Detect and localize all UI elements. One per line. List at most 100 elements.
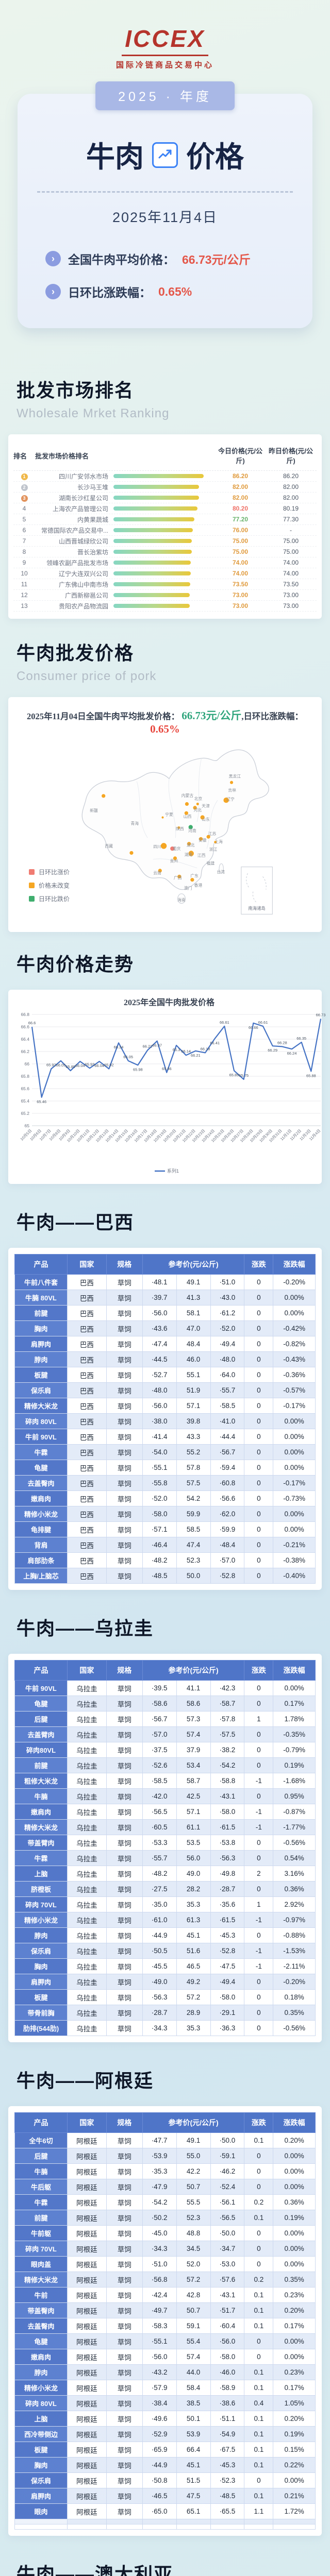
product-cell: 牛前 (14, 2287, 68, 2303)
today-price: 74.00 (232, 570, 249, 577)
svg-text:66.04: 66.04 (94, 1063, 104, 1068)
product-cell: 牛腩 (14, 1788, 68, 1804)
value-cell: 草饲 (106, 2272, 143, 2287)
product-cell: 后腱 (14, 1711, 68, 1727)
value-cell: 乌拉圭 (67, 1835, 107, 1851)
table-row: 肩胛肉 阿根廷 草饲 ·46.5 47.5·48.5 0.1 0.21% (14, 2488, 316, 2504)
value-cell: 草饲 (106, 1429, 143, 1445)
value-cell: 草饲 (106, 2256, 143, 2272)
price-bar (113, 496, 216, 500)
product-cell: 龟腱 (14, 1696, 68, 1711)
value-cell: -0.20% (273, 1974, 316, 1990)
value-cell: 草饲 (106, 2163, 143, 2179)
value-cell: 0 (244, 1835, 274, 1851)
value-cell: 37.9 (176, 1742, 211, 1758)
value-cell: 草饲 (106, 1726, 143, 1742)
value-cell: 巴西 (67, 1460, 107, 1476)
price-dot-云南 (157, 868, 162, 873)
value-cell: ·39.7 (142, 1290, 177, 1306)
value-cell: ·54.2 (210, 1757, 245, 1773)
value-cell: -0.17% (273, 1475, 316, 1491)
value-cell: 巴西 (67, 1413, 107, 1429)
value-cell: ·38.2 (210, 1742, 245, 1758)
country-section-title: 牛肉——乌拉圭 (0, 1614, 330, 1640)
svg-text:65.92: 65.92 (46, 1063, 56, 1067)
value-cell: ·49.6 (142, 2411, 177, 2427)
value-cell: ·58.5 (210, 1398, 245, 1414)
product-cell (14, 2524, 68, 2530)
price-bar-fill (113, 550, 192, 554)
ranking-subtitle: Wholesale Mrket Ranking (16, 406, 170, 420)
table-row: 牛腩 80VL 巴西 草饲 ·39.7 41.3·43.0 0 0.00% (14, 1290, 316, 1306)
market-name: 贵阳农产品物流园 (58, 602, 108, 610)
svg-text:65.46: 65.46 (37, 1099, 46, 1104)
value-cell: 57.2 (176, 1989, 211, 2005)
rank-cell: 12 (21, 591, 28, 599)
province-label: 香港 (194, 883, 203, 888)
report-date: 2025年11月4日 (112, 210, 218, 225)
value-cell: ·52.7 (142, 1367, 177, 1383)
value-cell: ·48.5 (210, 2488, 245, 2504)
value-cell: ·54.9 (210, 2426, 245, 2442)
value-cell: ·58.0 (210, 1804, 245, 1820)
svg-text:66.28: 66.28 (277, 1040, 287, 1045)
value-cell: -1.68% (273, 1773, 316, 1789)
value-cell: 草饲 (106, 2318, 143, 2334)
value-cell: ·46.4 (142, 1537, 177, 1553)
price-dot-西藏 (129, 850, 134, 856)
value-cell: 阿根廷 (67, 2256, 107, 2272)
value-cell: 0 (244, 1989, 274, 2005)
price-dot-广东 (190, 877, 195, 883)
value-cell: 57.4 (176, 1726, 211, 1742)
country-price-table: 产品 国家 规格 参考价(元/公斤) 涨跌 涨跌幅 全牛6切 阿根廷 草饲 ·47.7 49.1·5… (14, 2112, 316, 2530)
value-cell: ·61.5 (210, 1819, 245, 1835)
value-cell: 草饲 (106, 1773, 143, 1789)
province-label: 浙江 (209, 846, 218, 852)
province-label: 河北 (193, 808, 202, 812)
country-tables: 牛肉——巴西 产品 国家 规格 参考价(元/公斤) 涨跌 涨跌幅 牛前八件套 巴西 草饲 ·48.1… (0, 1208, 330, 2576)
value-cell: 草饲 (106, 1521, 143, 1537)
value-cell: 阿根廷 (67, 2426, 107, 2442)
value-cell: 0 (244, 1382, 274, 1398)
market-name: 内黄果蔬城 (77, 516, 108, 523)
product-cell: 牛霖 (14, 2194, 68, 2210)
province-label: 湖南 (185, 852, 193, 857)
svg-text:65.86: 65.86 (162, 1066, 172, 1071)
value-cell: ·57.8 (210, 1711, 245, 1727)
value-cell: 0.36% (273, 1881, 316, 1897)
today-price: 80.20 (232, 505, 249, 512)
table-row: 9 领峰农副产品批发市场 74.00 74.00 (13, 557, 317, 568)
value-cell: 0 (244, 1788, 274, 1804)
map-summary-mid: ,日环比涨跌幅： (241, 711, 303, 721)
value-cell: -0.38% (273, 1552, 316, 1568)
value-cell: 乌拉圭 (67, 1974, 107, 1990)
product-cell: 精修小米龙 (14, 1912, 68, 1928)
value-cell: ·27.5 (142, 1881, 177, 1897)
page-title-right: 价格 (186, 141, 244, 173)
price-bar-fill (113, 528, 193, 532)
value-cell: ·48.2 (142, 1552, 177, 1568)
value-cell: 草饲 (106, 2457, 143, 2473)
value-cell: 草饲 (106, 1989, 143, 2005)
value-cell: 0 (244, 2349, 274, 2365)
table-row: 5 内黄果蔬城 77.20 77.30 (13, 514, 317, 525)
price-dot-上海 (213, 840, 218, 844)
value-cell: 0 (244, 1444, 274, 1460)
value-cell (273, 2519, 316, 2524)
value-cell: 41.3 (176, 1290, 211, 1306)
svg-text:65: 65 (25, 1123, 30, 1128)
value-cell: 0.35% (273, 2272, 316, 2287)
value-cell: 乌拉圭 (67, 1819, 107, 1835)
rank-cell: 7 (22, 537, 26, 545)
value-cell: ·56.8 (142, 2272, 177, 2287)
value-cell: 49.0 (176, 1866, 211, 1882)
price-dot-山西 (184, 810, 189, 816)
value-cell: ·28.7 (142, 2005, 177, 2021)
value-cell: ·42.3 (210, 1680, 245, 1696)
value-cell: ·43.1 (210, 2287, 245, 2303)
value-cell: 草饲 (106, 1444, 143, 1460)
value-cell: 0.17% (273, 2380, 316, 2396)
product-cell: 牛前躯 (14, 2225, 68, 2241)
value-cell: 草饲 (106, 1711, 143, 1727)
today-price: 75.00 (232, 537, 249, 545)
